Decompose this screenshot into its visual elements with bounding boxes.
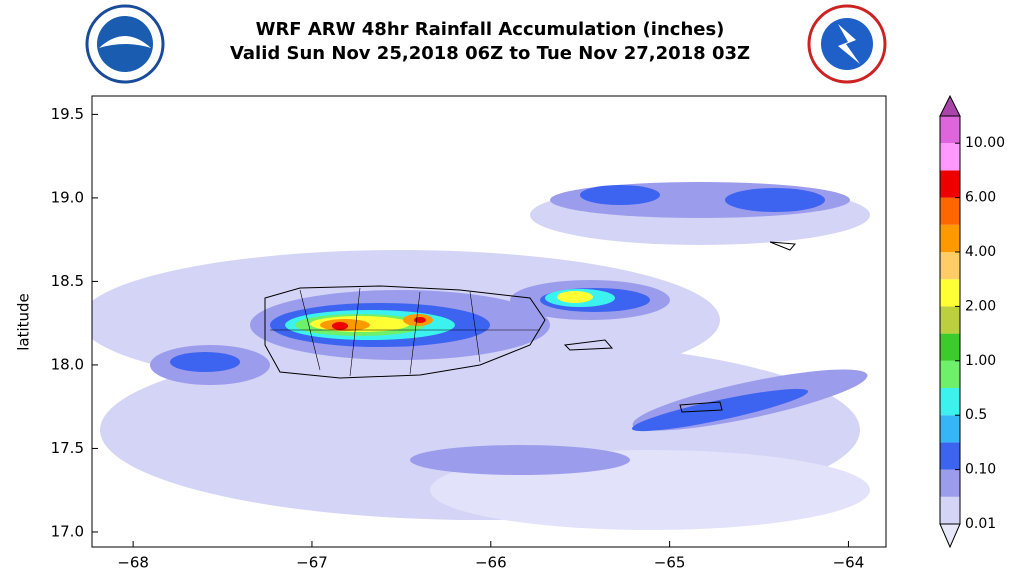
colorbar-label: 0.10 [965, 462, 996, 478]
nws-logo [807, 4, 887, 84]
y-tick-label: 18.0 [51, 355, 84, 373]
colorbar-label: 0.01 [965, 516, 996, 532]
x-tick-label: −64 [833, 554, 865, 572]
y-tick-label: 19.0 [51, 188, 84, 206]
y-tick-label: 17.5 [51, 439, 84, 457]
colorbar-segment [940, 224, 960, 252]
noaa-logo [85, 4, 165, 84]
colorbar-label: 4.00 [965, 244, 996, 260]
colorbar-over [939, 94, 961, 117]
colorbar-segment [940, 360, 960, 388]
colorbar-segment [940, 143, 960, 171]
x-tick-label: −66 [475, 554, 507, 572]
colorbar-segment [940, 388, 960, 416]
colorbar-label: 10.00 [965, 135, 1005, 151]
x-tick-label: −68 [117, 554, 149, 572]
colorbar-frame [939, 115, 961, 525]
colorbar-label: 6.00 [965, 190, 996, 206]
colorbar-segment [940, 252, 960, 280]
colorbar-segment [940, 333, 960, 361]
colorbar-under [939, 523, 961, 549]
y-tick-label: 18.5 [51, 272, 84, 290]
colorbar-segment [940, 442, 960, 470]
y-axis-label: latitude [15, 293, 33, 351]
colorbar-label: 2.00 [965, 298, 996, 314]
colorbar-segment [940, 496, 960, 524]
colorbar-label: 1.00 [965, 353, 996, 369]
colorbar-segment [940, 197, 960, 225]
colorbar-segment [940, 279, 960, 307]
plot-frame [91, 95, 887, 548]
colorbar-segment [940, 415, 960, 443]
rainfall-field [92, 182, 870, 530]
colorbar-segment [940, 306, 960, 334]
y-tick-label: 17.0 [51, 522, 84, 540]
y-tick-label: 19.5 [51, 105, 84, 123]
colorbar-segment [940, 170, 960, 198]
chart-title: WRF ARW 48hr Rainfall Accumulation (inch… [256, 19, 725, 40]
chart-subtitle: Valid Sun Nov 25,2018 06Z to Tue Nov 27,… [230, 43, 750, 64]
x-tick-label: −67 [296, 554, 328, 572]
colorbar-segment [940, 469, 960, 497]
colorbar-label: 0.5 [965, 407, 987, 423]
x-tick-label: −65 [654, 554, 686, 572]
colorbar-segment [940, 116, 960, 144]
